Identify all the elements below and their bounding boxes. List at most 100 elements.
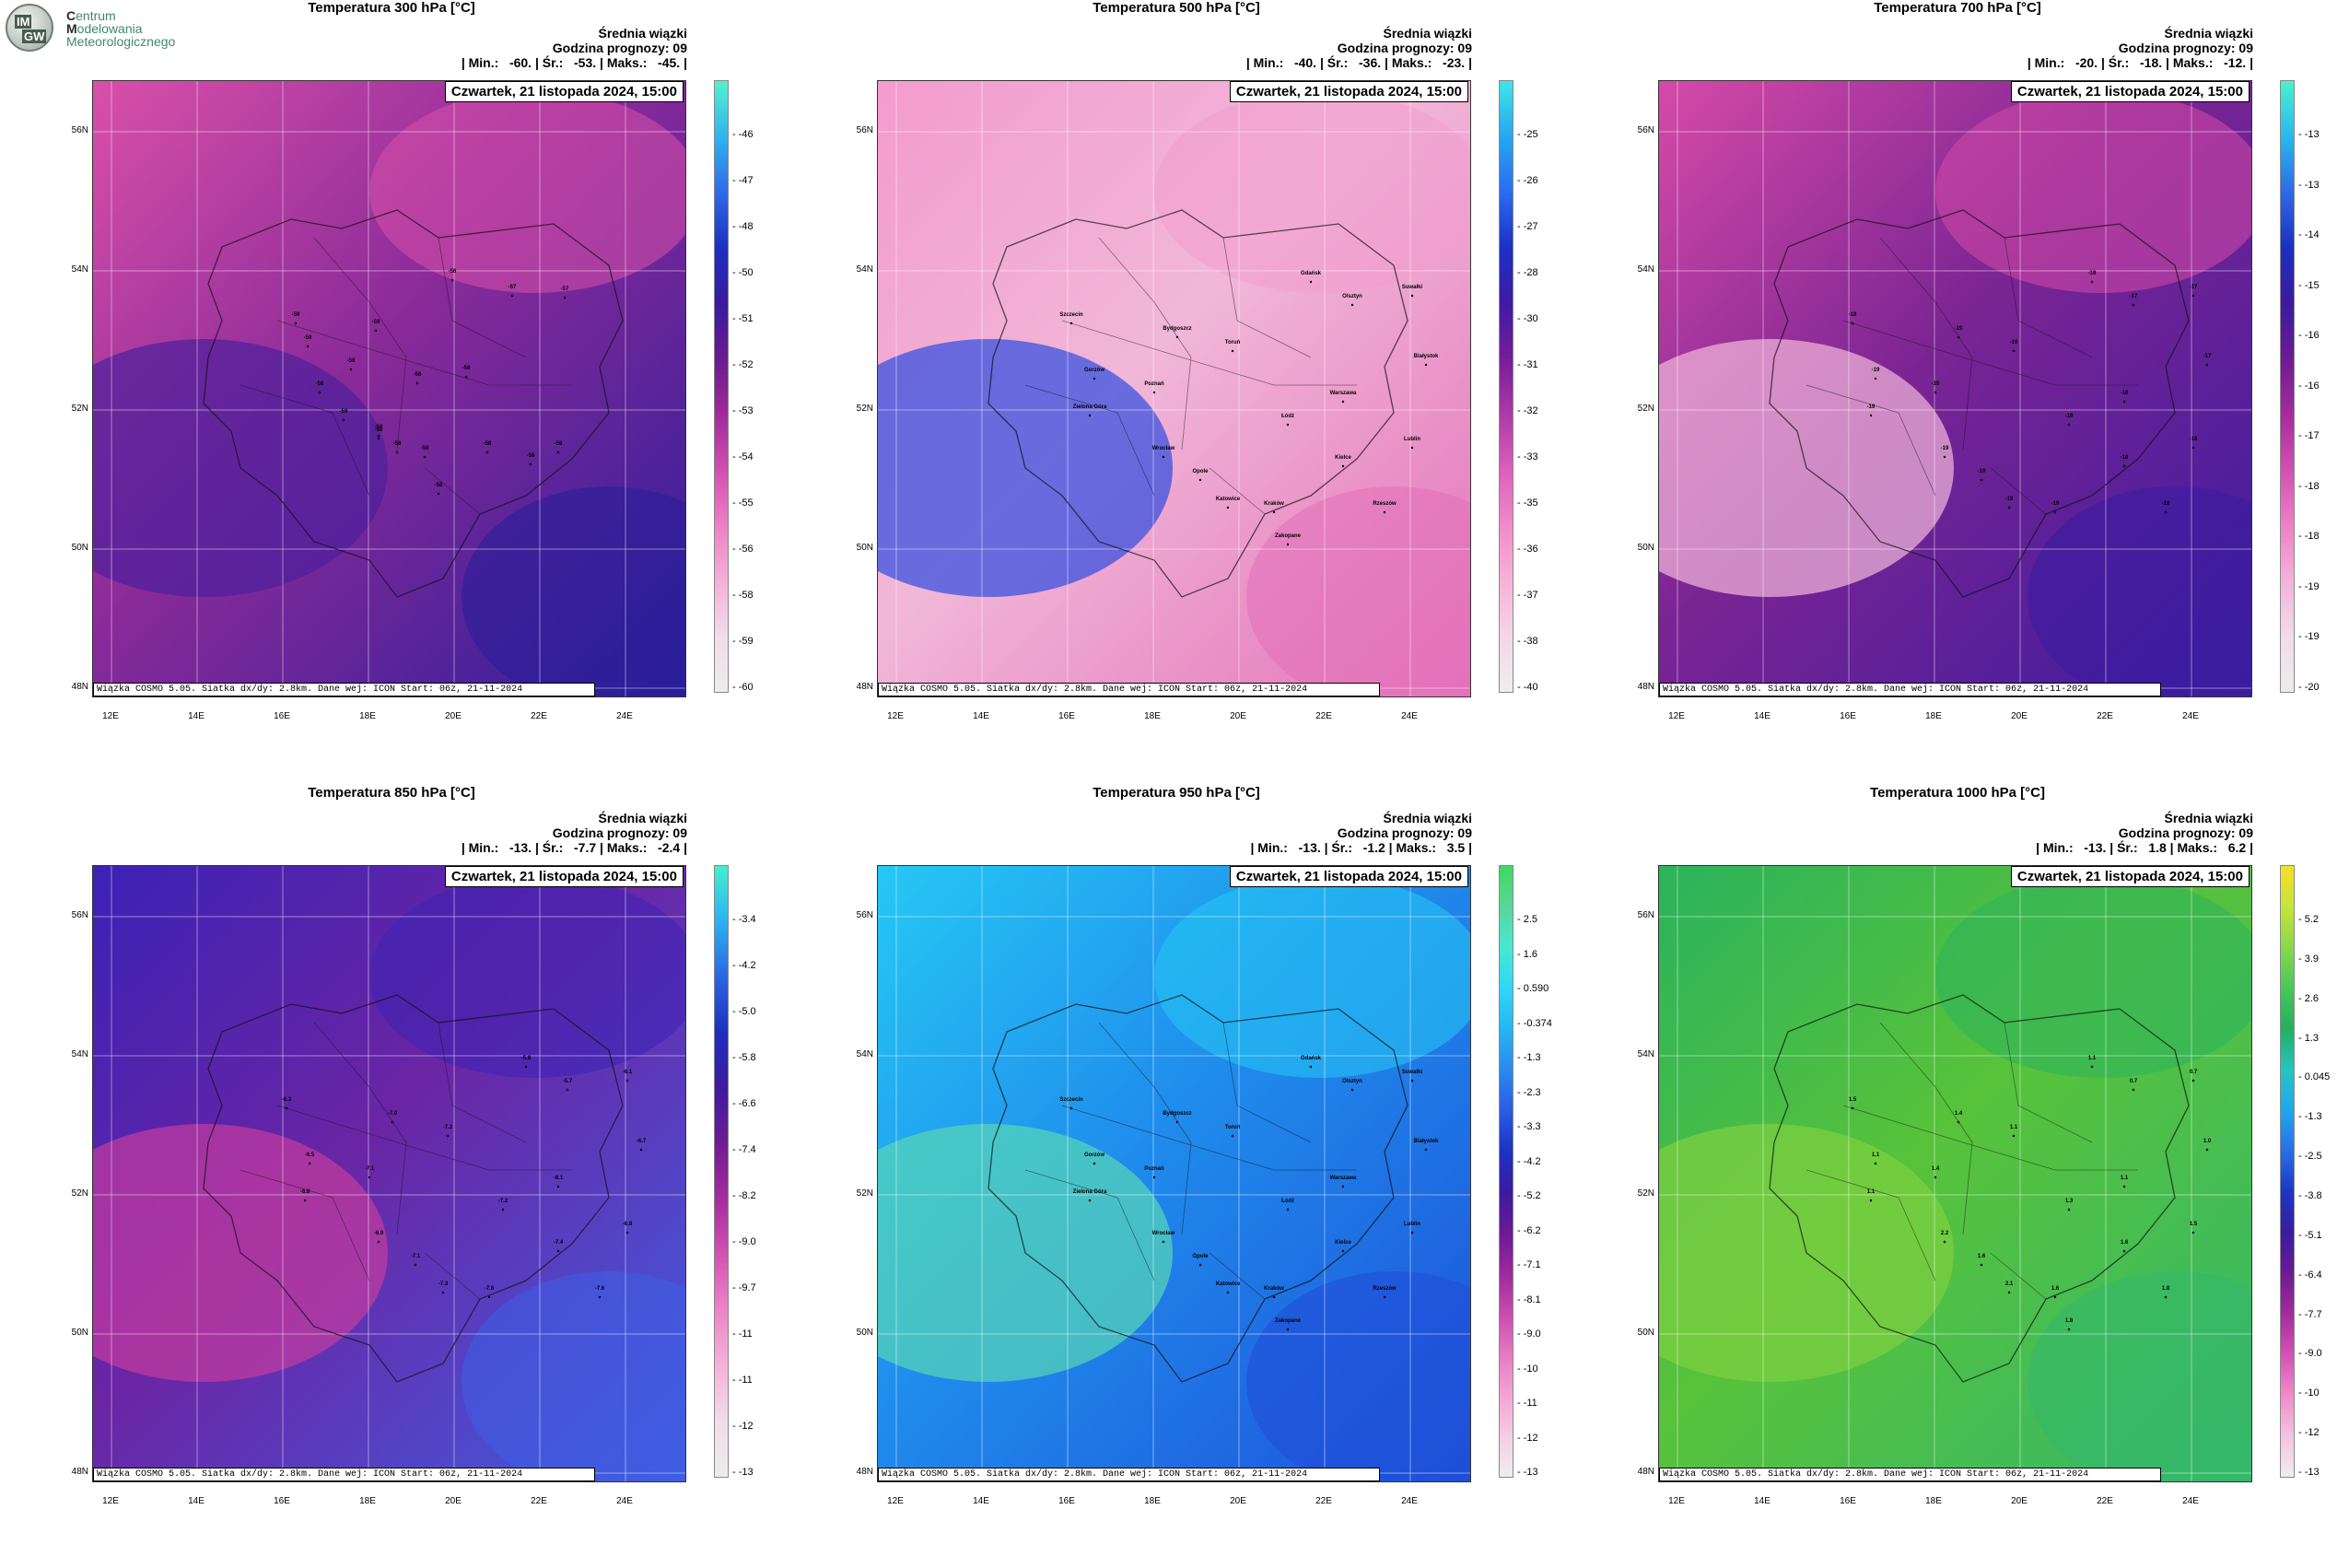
longitude-label: 22E xyxy=(531,711,547,721)
forecast-map: Gdańsk Olsztyn Suwałki Szczecin Bydgoszcz Tor… xyxy=(877,80,1471,697)
colorbar-tick-label: - 1.3 xyxy=(2298,1032,2320,1044)
city-marker xyxy=(1088,414,1092,417)
city-label: -19 xyxy=(2088,271,2097,276)
city-marker xyxy=(2053,510,2057,514)
valid-time-box: Czwartek, 21 listopada 2024, 15:00 xyxy=(1229,81,1468,102)
valid-time-box: Czwartek, 21 listopada 2024, 15:00 xyxy=(444,81,684,102)
colorbar-tick-label: - -12 xyxy=(2298,1427,2320,1439)
city-marker xyxy=(1341,1249,1345,1253)
latitude-label: 56N xyxy=(856,125,873,135)
city-label: Zakopane xyxy=(1275,1318,1302,1324)
city-marker xyxy=(1162,1240,1165,1244)
colorbar-tick-label: - -38 xyxy=(1517,636,1538,647)
city-marker xyxy=(1874,1162,1877,1165)
city-label: 1.8 xyxy=(2065,1318,2074,1324)
longitude-label: 18E xyxy=(1925,711,1942,721)
city-marker xyxy=(2164,510,2168,514)
colorbar-tick-label: - -5.2 xyxy=(1517,1190,1541,1201)
city-label: -58 xyxy=(421,446,429,451)
city-label: Białystok xyxy=(1414,354,1439,359)
field-blob xyxy=(369,90,685,293)
longitude-label: 16E xyxy=(1840,711,1856,721)
city-label: -19 xyxy=(2005,497,2014,502)
longitude-label: 22E xyxy=(2097,1496,2113,1506)
latitude-label: 48N xyxy=(71,1467,88,1477)
colorbar-tick-label: - 0.590 xyxy=(1517,983,1549,994)
colorbar-tick-label: - -6.2 xyxy=(1517,1224,1541,1236)
latitude-label: 50N xyxy=(1637,543,1654,553)
longitude-label: 12E xyxy=(102,1496,119,1506)
valid-time-box: Czwartek, 21 listopada 2024, 15:00 xyxy=(2010,866,2250,887)
city-label: Bydgoszcz xyxy=(1163,1111,1191,1117)
city-marker xyxy=(377,437,380,440)
colorbar-tick-label: - 3.9 xyxy=(2298,953,2320,965)
city-label: -18 xyxy=(2121,455,2129,461)
forecast-map: -19 -17 -17 -18 -19 -19 -17 -19 -19 -18 -19 -19 -18 -… xyxy=(1658,80,2252,697)
city-marker xyxy=(510,294,514,298)
field-blob xyxy=(2028,486,2251,696)
city-label: Rzeszów xyxy=(1373,1286,1397,1292)
city-label: -57 xyxy=(508,285,517,290)
panel-title: Temperatura 300 hPa [°C] xyxy=(308,0,475,16)
model-info-footer: Wiązka COSMO 5.05. Siatka dx/dy: 2.8km. … xyxy=(93,1468,595,1481)
city-label: Olsztyn xyxy=(1342,1079,1362,1084)
colorbar-tick-label: - -28 xyxy=(1517,267,1538,278)
city-label: -6.3 xyxy=(282,1097,292,1103)
city-label: Wrocław xyxy=(1152,446,1175,451)
city-marker xyxy=(1286,543,1290,546)
city-marker xyxy=(1424,363,1428,367)
city-marker xyxy=(1309,280,1313,284)
latitude-label: 56N xyxy=(71,910,88,920)
city-marker xyxy=(1093,377,1096,380)
province-borders xyxy=(240,237,572,515)
city-label: -19 xyxy=(2065,414,2074,419)
colorbar-tick-label: - -5.8 xyxy=(732,1052,756,1063)
city-marker xyxy=(625,1231,629,1235)
city-marker xyxy=(1272,1295,1276,1299)
city-label: -58 xyxy=(462,366,471,371)
city-marker xyxy=(1410,1079,1414,1082)
longitude-label: 14E xyxy=(1754,1496,1771,1506)
city-label: Olsztyn xyxy=(1342,294,1362,299)
colorbar-tick-label: - -55 xyxy=(732,497,754,509)
longitude-label: 18E xyxy=(1144,1496,1161,1506)
city-label: 1.3 xyxy=(2065,1199,2074,1204)
latitude-label: 48N xyxy=(1637,682,1654,692)
city-marker xyxy=(2132,303,2135,307)
colorbar-tick-label: - -3.8 xyxy=(2298,1190,2322,1201)
city-label: 2.1 xyxy=(2005,1281,2014,1287)
colorbar-tick-label: - -18 xyxy=(2298,480,2320,492)
model-info-footer: Wiązka COSMO 5.05. Siatka dx/dy: 2.8km. … xyxy=(1659,683,2161,696)
city-label: 1.6 xyxy=(1978,1254,1986,1259)
longitude-label: 24E xyxy=(2182,711,2199,721)
longitude-label: 20E xyxy=(445,1496,462,1506)
colorbar-tick-label: - -56 xyxy=(732,544,754,555)
longitude-label: 24E xyxy=(1401,711,1418,721)
city-marker xyxy=(1980,1263,1983,1267)
forecast-map: -56 -57 -57 -59 -59 -59 -58 -58 -58 -58 -59 -59 -58-… xyxy=(92,80,686,697)
city-marker xyxy=(464,375,468,379)
longitude-label: 22E xyxy=(1315,1496,1332,1506)
city-label: -19 xyxy=(1867,404,1876,410)
city-marker xyxy=(1286,1328,1290,1331)
city-marker xyxy=(2205,1148,2209,1152)
longitude-label: 24E xyxy=(2182,1496,2199,1506)
longitude-label: 22E xyxy=(531,1496,547,1506)
colorbar-tick-label: - -16 xyxy=(2298,330,2320,342)
city-label: -59 xyxy=(375,425,383,430)
city-marker xyxy=(1350,1088,1354,1092)
longitude-label: 22E xyxy=(1315,711,1332,721)
colorbar-tick-label: - -30 xyxy=(1517,313,1538,324)
city-label: Kielce xyxy=(1335,455,1351,461)
city-label: Bydgoszcz xyxy=(1163,326,1191,332)
city-marker xyxy=(1341,464,1345,468)
city-marker xyxy=(318,391,321,394)
city-marker xyxy=(368,1176,371,1179)
model-info-footer: Wiązka COSMO 5.05. Siatka dx/dy: 2.8km. … xyxy=(878,683,1380,696)
city-marker xyxy=(349,368,353,371)
city-marker xyxy=(501,1208,505,1211)
colorbar-tick-label: - -58 xyxy=(732,590,754,601)
city-marker xyxy=(1341,1185,1345,1188)
colorbar-tick-label: - -16 xyxy=(2298,380,2320,392)
longitude-label: 16E xyxy=(1058,711,1075,721)
